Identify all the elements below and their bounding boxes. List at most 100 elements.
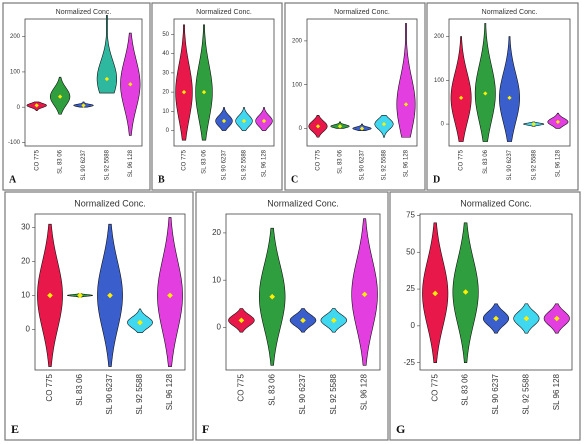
x-tick-label: SL 96 128 [262, 149, 268, 177]
mean-marker [107, 292, 113, 299]
x-tick-label: CO 775 [459, 149, 465, 170]
mean-marker [128, 82, 133, 87]
y-tick-label: 75 [406, 211, 415, 220]
mean-marker [81, 103, 86, 108]
panel-title: Normalized Conc. [460, 198, 532, 208]
y-tick-label: 100 [292, 82, 303, 88]
mean-marker [361, 291, 368, 298]
mean-marker [381, 122, 387, 127]
x-tick-label: SL 83 06 [483, 149, 489, 173]
x-tick-label: SL 90 6237 [105, 373, 114, 414]
x-tick-label: CO 775 [34, 149, 40, 170]
y-tick-label: 40 [162, 51, 169, 57]
y-tick-label: -25 [403, 358, 415, 367]
panel-title: Normalized Conc. [334, 9, 390, 16]
y-tick-label: 100 [10, 69, 21, 75]
x-tick-label: SL 96 128 [165, 373, 174, 410]
x-tick-label: SL 83 06 [75, 373, 84, 405]
y-tick-label: 0 [411, 321, 416, 330]
y-tick-label: 0 [441, 122, 445, 128]
panel-title: Normalized Conc. [56, 9, 112, 16]
mean-marker [300, 317, 306, 324]
x-tick-label: SL 83 06 [338, 149, 344, 173]
x-tick-label: SL 96 128 [555, 149, 561, 177]
x-tick-label: SL 90 6237 [81, 149, 87, 180]
violin [450, 36, 472, 142]
mean-marker [331, 317, 337, 324]
panel-label: C [291, 174, 298, 185]
x-tick-label: SL 92 5588 [242, 149, 248, 180]
x-tick-label: CO 775 [430, 373, 439, 401]
y-tick-label: 0 [166, 128, 170, 134]
x-tick-label: SL 83 06 [58, 149, 64, 173]
x-tick-label: SL 96 128 [128, 149, 134, 177]
y-tick-label: 200 [292, 38, 303, 44]
x-tick-label: SL 90 6237 [507, 149, 513, 180]
y-tick-label: 0 [299, 126, 303, 132]
x-tick-label: SL 83 06 [461, 373, 470, 405]
y-tick-label: 20 [21, 257, 30, 266]
panel-title: Normalized Conc. [74, 198, 146, 208]
mean-marker [432, 290, 438, 297]
y-tick-label: 10 [212, 275, 221, 284]
y-tick-label: 25 [406, 284, 415, 293]
x-tick-label: SL 96 128 [404, 149, 410, 177]
mean-marker [137, 319, 143, 326]
panel-label: D [433, 174, 440, 185]
violin [175, 24, 193, 141]
mean-marker [555, 119, 560, 125]
y-tick-label: 10 [21, 291, 30, 300]
mean-marker [403, 102, 409, 107]
mean-marker [359, 126, 365, 131]
y-tick-label: 0 [26, 324, 31, 333]
x-tick-label: SL 96 128 [552, 373, 561, 410]
mean-marker [459, 95, 464, 100]
mean-marker [523, 315, 530, 322]
mean-marker [554, 315, 560, 322]
violin [96, 15, 118, 94]
x-tick-label: SL 83 06 [267, 373, 276, 405]
panel-title: Normalized Conc. [196, 9, 252, 16]
panel-label: A [9, 174, 17, 185]
violin [499, 36, 520, 142]
panel-title: Normalized Conc. [482, 9, 538, 16]
y-tick-label: 200 [10, 34, 21, 40]
x-tick-label: SL 92 5588 [382, 149, 388, 180]
x-tick-label: SL 90 6237 [298, 373, 307, 414]
mean-marker [531, 122, 536, 127]
x-tick-label: CO 775 [237, 373, 246, 401]
mean-marker [34, 103, 39, 108]
violin [474, 23, 496, 142]
mean-marker [221, 118, 227, 124]
y-tick-label: 30 [162, 70, 169, 76]
x-tick-label: CO 775 [45, 373, 54, 401]
mean-marker [507, 95, 512, 100]
x-tick-label: SL 92 5588 [531, 149, 537, 180]
y-tick-label: 0 [17, 105, 21, 111]
mean-marker [58, 94, 63, 99]
mean-marker [315, 124, 321, 129]
mean-marker [269, 293, 275, 300]
x-tick-label: SL 96 128 [360, 373, 369, 410]
violin [396, 23, 416, 138]
y-tick-label: 100 [434, 78, 445, 84]
y-tick-label: 50 [162, 32, 169, 38]
y-tick-label: 30 [21, 223, 30, 232]
x-tick-label: SL 92 5588 [329, 373, 338, 414]
y-tick-label: 200 [434, 34, 445, 40]
violin [157, 217, 183, 367]
panel-label: G [396, 422, 405, 436]
mean-marker [47, 292, 53, 299]
y-tick-label: 50 [406, 247, 415, 256]
y-tick-label: 20 [162, 90, 169, 96]
x-tick-label: SL 92 5588 [135, 373, 144, 414]
mean-marker [201, 90, 207, 95]
panel-label: E [11, 422, 19, 436]
mean-marker [77, 292, 83, 299]
mean-marker [167, 292, 173, 299]
x-tick-label: CO 775 [316, 149, 322, 170]
mean-marker [181, 90, 187, 95]
y-tick-label: -100 [8, 140, 21, 146]
x-tick-label: SL 92 5588 [104, 149, 110, 180]
